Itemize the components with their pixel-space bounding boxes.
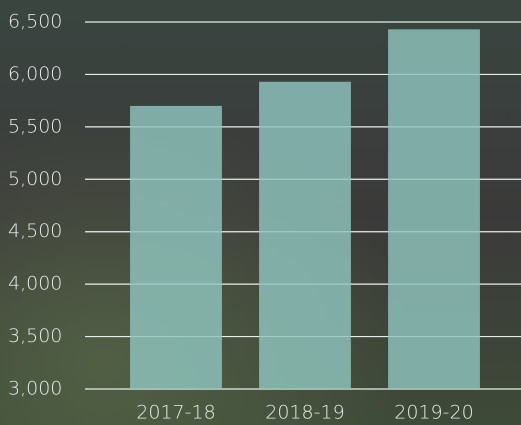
bar	[130, 105, 222, 389]
x-tick-label: 2017-18	[136, 402, 215, 424]
bar	[259, 81, 351, 390]
y-tick-label: 5,500	[8, 115, 62, 137]
y-tick-label: 5,000	[8, 168, 62, 190]
y-tick-label: 6,000	[8, 63, 62, 85]
y-tick-label: 3,500	[8, 325, 62, 347]
x-tick-label: 2018-19	[265, 402, 344, 424]
bar	[388, 29, 480, 390]
x-tick-label: 2019-20	[394, 402, 473, 424]
y-tick-label: 6,500	[8, 11, 62, 33]
y-tick-label: 4,000	[8, 273, 62, 295]
y-tick-label: 4,500	[8, 220, 62, 242]
y-tick-label: 3,000	[8, 378, 62, 400]
